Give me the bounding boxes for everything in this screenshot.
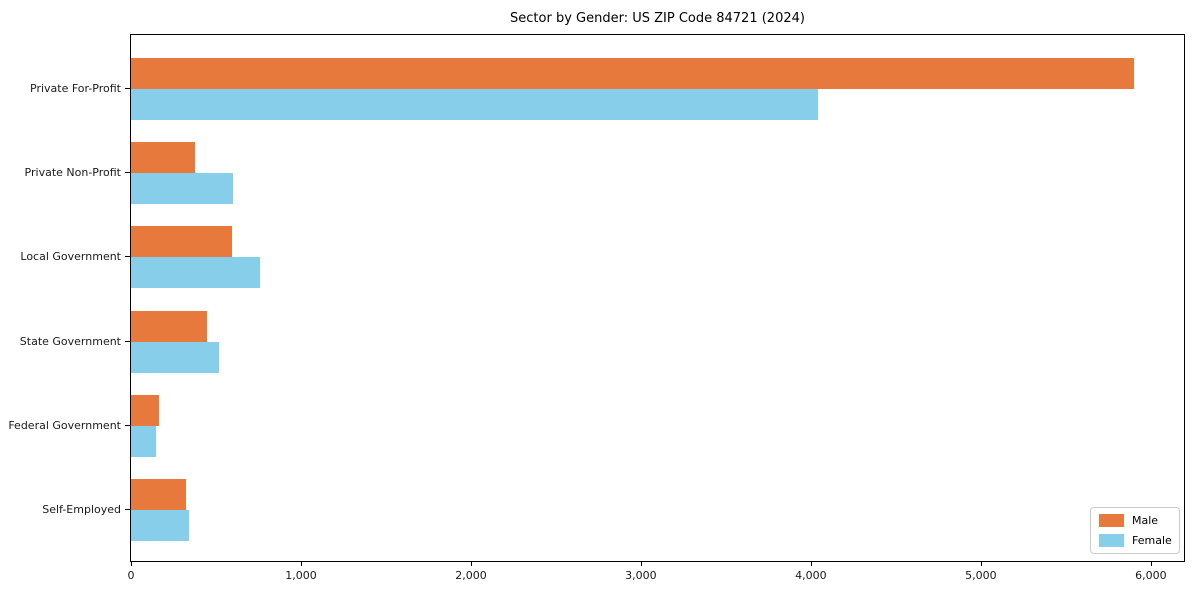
xtick-label-4-000: 4,000: [795, 569, 827, 582]
bar-female-self-employed: [131, 510, 189, 541]
ytick-label-private-for-profit: Private For-Profit: [30, 82, 121, 95]
xtick-label-5-000: 5,000: [965, 569, 997, 582]
bar-male-private-for-profit: [131, 58, 1134, 89]
ytick-mark: [125, 424, 130, 426]
chart-title: Sector by Gender: US ZIP Code 84721 (202…: [510, 11, 805, 26]
xtick-mark: [980, 562, 982, 566]
xtick-mark: [640, 562, 642, 566]
ytick-label-state-government: State Government: [19, 334, 121, 348]
bar-male-state-government: [131, 310, 207, 342]
xtick-mark: [471, 562, 472, 566]
xtick-mark: [1150, 562, 1152, 566]
bar-female-private-non-profit: [131, 173, 233, 205]
xtick-mark: [810, 562, 812, 566]
bar-male-federal-government: [131, 394, 159, 426]
bar-female-local-government: [131, 257, 261, 289]
xtick-label-2-000: 2,000: [455, 569, 487, 582]
plot-area: [130, 34, 1185, 562]
legend-swatch-female: [1099, 534, 1124, 547]
ytick-mark: [125, 509, 130, 510]
ytick-mark: [125, 88, 130, 89]
xtick-mark: [301, 562, 302, 566]
xtick-label-6-000: 6,000: [1135, 569, 1167, 582]
ytick-label-private-non-profit: Private Non-Profit: [24, 166, 121, 180]
bar-male-private-non-profit: [131, 142, 195, 174]
ytick-mark: [125, 256, 130, 258]
xtick-label-1-000: 1,000: [285, 569, 317, 582]
bar-male-local-government: [131, 226, 233, 258]
legend-item-female: Female: [1099, 534, 1172, 547]
bar-female-private-for-profit: [131, 89, 818, 120]
ytick-mark: [125, 340, 130, 342]
bar-female-state-government: [131, 341, 220, 373]
xtick-label-3-000: 3,000: [625, 569, 657, 582]
ytick-mark: [125, 172, 130, 174]
ytick-label-federal-government: Federal Government: [8, 418, 121, 432]
xtick-label-0: 0: [127, 569, 135, 582]
legend-swatch-male: [1099, 514, 1124, 527]
bar-male-self-employed: [131, 479, 187, 510]
legend-label-male: Male: [1132, 514, 1159, 527]
xtick-mark: [131, 562, 132, 566]
ytick-label-local-government: Local Government: [20, 250, 121, 264]
legend-label-female: Female: [1132, 534, 1172, 547]
bar-female-federal-government: [131, 425, 156, 457]
legend: Male Female: [1090, 507, 1180, 554]
legend-item-male: Male: [1099, 514, 1171, 527]
ytick-label-self-employed: Self-Employed: [42, 503, 121, 516]
